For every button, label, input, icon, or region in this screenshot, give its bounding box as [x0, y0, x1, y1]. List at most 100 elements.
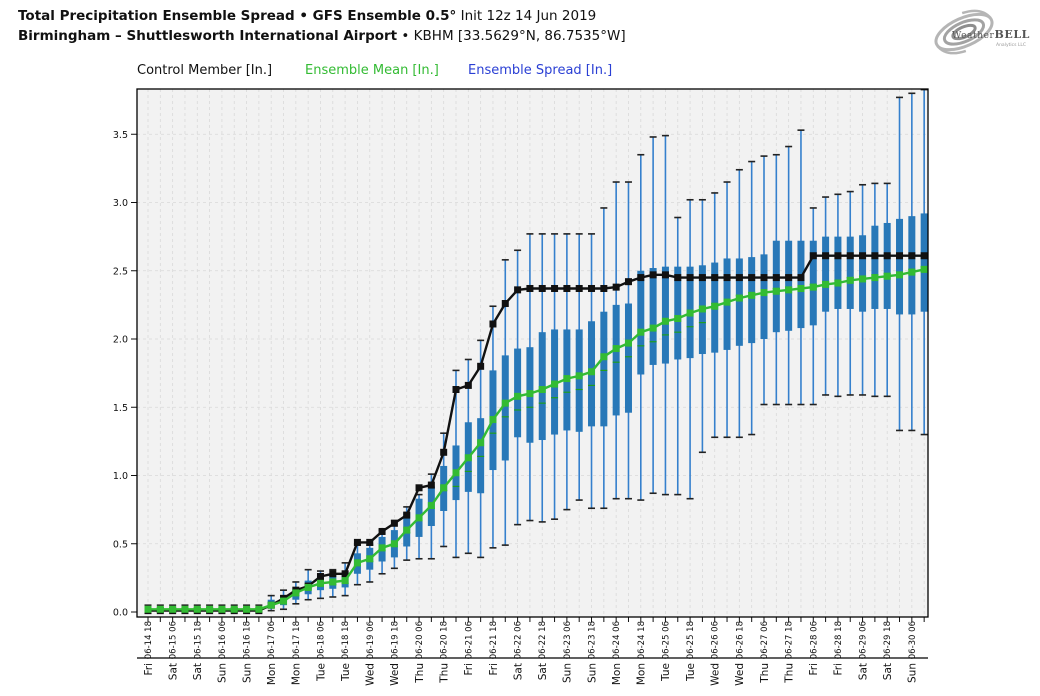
- control-member-marker: [723, 274, 731, 282]
- x-day-label: Sun: [907, 663, 919, 683]
- control-member-marker: [920, 252, 928, 260]
- x-tick-label: 06-24 06: [612, 621, 622, 659]
- spread-box: [785, 240, 793, 331]
- x-tick-label: 06-27 18: [785, 621, 795, 659]
- control-member-marker: [600, 284, 608, 292]
- ensemble-mean-marker: [526, 390, 534, 398]
- ensemble-mean-marker: [785, 286, 793, 294]
- ensemble-mean-marker: [822, 280, 830, 288]
- ensemble-mean-marker: [661, 317, 669, 325]
- x-tick-label: 06-27 06: [760, 621, 770, 659]
- ensemble-mean-marker: [267, 601, 275, 609]
- control-member-marker: [551, 284, 559, 292]
- ensemble-mean-marker: [575, 372, 583, 380]
- title-line-1: Total Precipitation Ensemble Spread • GF…: [18, 6, 626, 26]
- title-init: Init 12z 14 Jun 2019: [456, 8, 597, 24]
- x-day-label: Sat: [857, 663, 869, 680]
- control-member-marker: [822, 252, 830, 260]
- x-tick-label: 06-14 18: [144, 621, 154, 659]
- ensemble-mean-marker: [649, 324, 657, 332]
- title-station: Birmingham – Shuttlesworth International…: [18, 28, 398, 44]
- spread-box: [661, 266, 669, 364]
- ensemble-mean-marker: [230, 605, 238, 613]
- ensemble-mean-marker: [834, 279, 842, 287]
- x-day-label: Sun: [586, 663, 598, 683]
- x-day-label: Sat: [537, 663, 549, 680]
- control-member-marker: [353, 538, 361, 546]
- y-tick-label: 2.0: [113, 335, 128, 346]
- ensemble-mean-markers: [144, 265, 928, 613]
- control-member-marker: [772, 274, 780, 282]
- spread-box: [920, 213, 928, 312]
- x-tick-label: 06-29 18: [883, 621, 893, 659]
- x-day-label: Mon: [266, 663, 278, 685]
- ensemble-mean-marker: [169, 605, 177, 613]
- ensemble-mean-marker: [477, 439, 485, 447]
- x-day-label: Tue: [685, 663, 697, 682]
- control-member-line: [148, 254, 925, 612]
- x-tick-label: 06-23 06: [563, 621, 573, 659]
- ensemble-mean-marker: [920, 265, 928, 273]
- x-day-label: Tue: [660, 663, 672, 682]
- ensemble-mean-marker: [859, 275, 867, 283]
- ensemble-mean-marker: [280, 597, 288, 605]
- legend: Control Member [In.] Ensemble Mean [In.]…: [0, 63, 1040, 83]
- control-member-marker: [735, 274, 743, 282]
- control-member-marker: [896, 252, 904, 260]
- ensemble-mean-marker: [329, 578, 337, 586]
- ensemble-mean-marker: [563, 375, 571, 383]
- ensemble-mean-marker: [218, 605, 226, 613]
- spread-box: [834, 236, 842, 309]
- spread-box: [477, 418, 485, 494]
- ensemble-mean-marker: [292, 589, 300, 597]
- x-tick-label: 06-30 06: [908, 621, 918, 659]
- x-day-label: Wed: [365, 663, 377, 686]
- control-member-marker: [661, 271, 669, 279]
- spread-box: [871, 225, 879, 309]
- x-tick-label: 06-17 06: [267, 621, 277, 659]
- x-axis: [147, 617, 925, 622]
- control-member-marker: [809, 252, 817, 260]
- control-member-marker: [316, 573, 324, 581]
- control-member-marker: [674, 274, 682, 282]
- control-member-marker: [464, 381, 472, 389]
- y-tick-label: 3.5: [113, 130, 128, 141]
- spread-box: [859, 235, 867, 312]
- spread-box: [896, 218, 904, 315]
- x-day-label: Mon: [636, 663, 648, 685]
- control-member-marker: [403, 511, 411, 519]
- title-main: Total Precipitation Ensemble Spread • GF…: [18, 8, 457, 24]
- x-day-label: Thu: [759, 663, 771, 684]
- x-tick-label: 06-21 18: [489, 621, 499, 659]
- x-day-labels: Fri Sat Sat Sun Sun Mon Mon Tue Tue Wed Wed Thu Thu F…: [143, 663, 919, 686]
- ensemble-mean-marker: [748, 291, 756, 299]
- x-day-label: Fri: [808, 663, 820, 676]
- spread-box: [674, 266, 682, 360]
- control-member-marker: [649, 271, 657, 279]
- y-tick-label: 0.0: [113, 608, 128, 619]
- spread-box: [624, 303, 632, 413]
- title-station-id: • KBHM [33.5629°N, 86.7535°W]: [397, 28, 626, 44]
- control-member-marker: [859, 252, 867, 260]
- ensemble-mean-marker: [243, 605, 251, 613]
- x-tick-label: 06-15 06: [169, 621, 179, 659]
- control-member-marker: [575, 284, 583, 292]
- ensemble-mean-marker: [809, 283, 817, 291]
- control-member-marker: [526, 284, 534, 292]
- control-member-marker: [378, 527, 386, 535]
- x-day-label: Fri: [463, 663, 475, 676]
- x-day-label: Sat: [512, 663, 524, 680]
- x-tick-label: 06-20 06: [415, 621, 425, 659]
- control-member-marker: [366, 538, 374, 546]
- x-tick-label: 06-15 18: [193, 621, 203, 659]
- x-tick-label: 06-25 06: [661, 621, 671, 659]
- x-tick-label: 06-29 06: [859, 621, 869, 659]
- x-tick-label: 06-24 18: [637, 621, 647, 659]
- spread-box: [501, 355, 509, 461]
- ensemble-mean-marker: [353, 559, 361, 567]
- y-axis: 0.0 0.5 1.0 1.5 2.0 2.5 3.0 3.5: [113, 130, 137, 619]
- ensemble-mean-marker: [193, 605, 201, 613]
- control-member-marker: [748, 274, 756, 282]
- y-tick-label: 0.5: [113, 539, 128, 550]
